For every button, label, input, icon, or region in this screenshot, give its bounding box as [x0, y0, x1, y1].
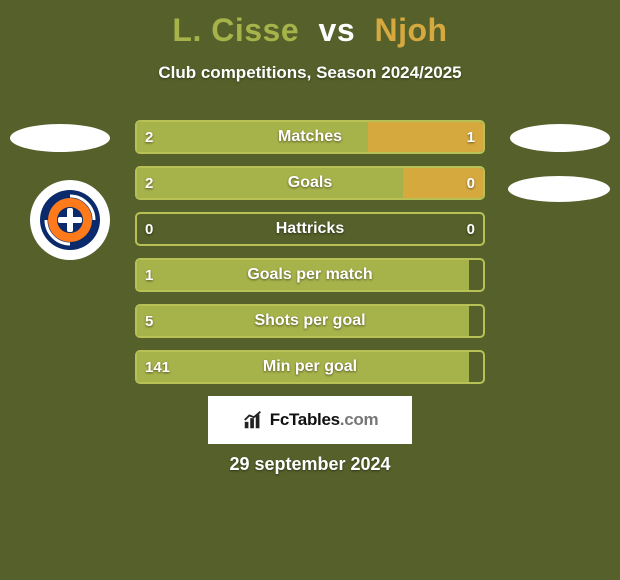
brand-main: FcTables	[270, 410, 340, 429]
stat-track	[135, 258, 485, 292]
date-text: 29 september 2024	[0, 454, 620, 475]
stat-track	[135, 350, 485, 384]
stat-seg-left	[137, 168, 403, 198]
brand-box: FcTables.com	[208, 396, 412, 444]
chart-icon	[242, 409, 264, 431]
page-title: L. Cisse vs Njoh	[0, 0, 620, 49]
stat-track	[135, 120, 485, 154]
stat-row: Goals per match1	[135, 258, 485, 292]
stat-track	[135, 166, 485, 200]
placeholder-ellipse-right-1	[510, 124, 610, 152]
title-vs: vs	[319, 12, 356, 48]
stat-row: Shots per goal5	[135, 304, 485, 338]
stat-row: Hattricks00	[135, 212, 485, 246]
stat-seg-left	[137, 352, 469, 382]
brand-suffix: .com	[340, 410, 378, 429]
stat-row: Goals20	[135, 166, 485, 200]
stat-seg-right	[368, 122, 483, 152]
stat-bars: Matches21 Goals20 Hattricks00 Goals per mat…	[135, 120, 485, 396]
placeholder-ellipse-right-2	[508, 176, 610, 202]
stat-row: Min per goal141	[135, 350, 485, 384]
stat-seg-left	[137, 260, 469, 290]
title-player2: Njoh	[375, 12, 448, 48]
brand-text: FcTables.com	[270, 410, 379, 430]
title-player1: L. Cisse	[172, 12, 299, 48]
club-badge	[30, 180, 110, 260]
placeholder-ellipse-left	[10, 124, 110, 152]
stat-row: Matches21	[135, 120, 485, 154]
stat-seg-right	[403, 168, 483, 198]
stat-track	[135, 212, 485, 246]
club-badge-icon	[38, 188, 102, 252]
stat-seg-left	[137, 122, 368, 152]
stat-track	[135, 304, 485, 338]
subtitle: Club competitions, Season 2024/2025	[0, 63, 620, 83]
stat-seg-left	[137, 306, 469, 336]
